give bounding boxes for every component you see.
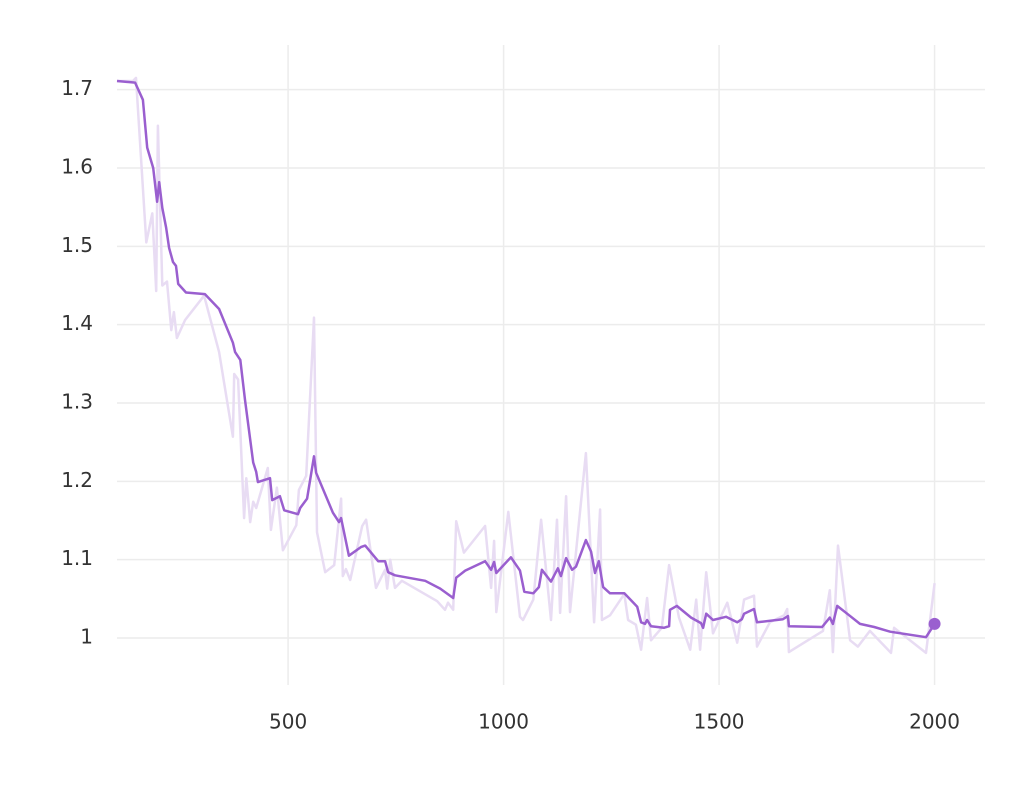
y-tick-label: 1.5 <box>61 233 93 257</box>
series-line <box>116 79 936 639</box>
y-tick-label: 1 <box>80 624 93 648</box>
y-tick-label: 1.3 <box>61 389 93 413</box>
x-tick-label: 500 <box>269 710 307 734</box>
end-marker <box>928 617 941 630</box>
grid <box>117 45 985 685</box>
y-tick-label: 1.1 <box>61 546 93 570</box>
x-tick-label: 2000 <box>909 710 960 734</box>
y-tick-label: 1.7 <box>61 76 93 100</box>
y-tick-label: 1.2 <box>61 468 93 492</box>
x-tick-label: 1000 <box>478 710 529 734</box>
x-tick-label: 1500 <box>694 710 745 734</box>
y-tick-label: 1.4 <box>61 311 93 335</box>
plot-area <box>116 76 941 655</box>
y-tick-label: 1.6 <box>61 154 93 178</box>
series-line <box>117 76 936 655</box>
